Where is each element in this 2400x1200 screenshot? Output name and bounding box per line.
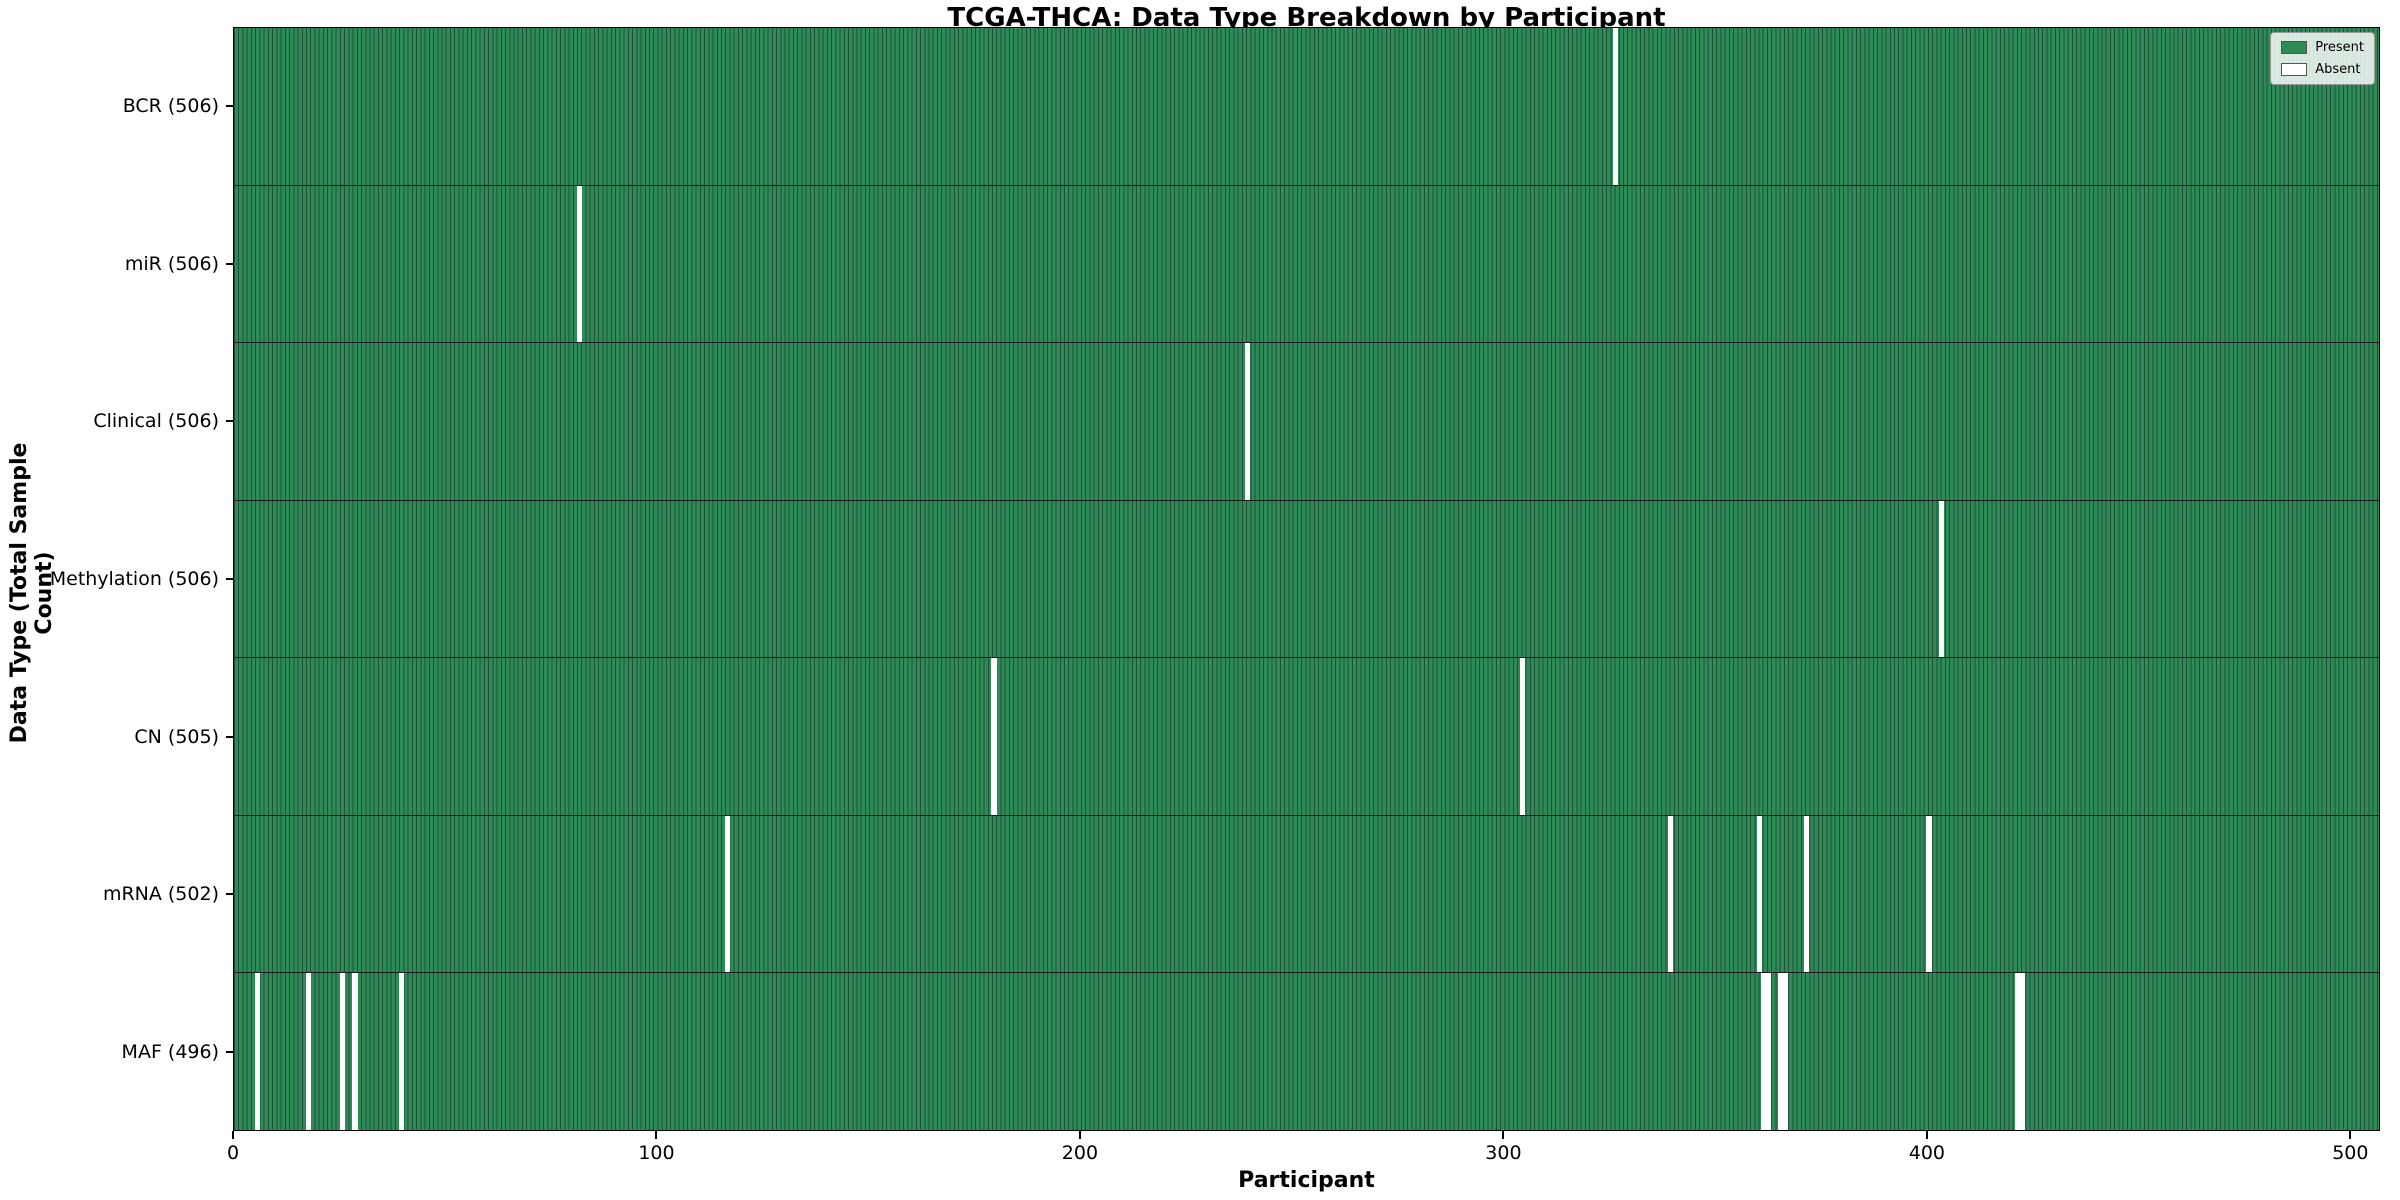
absent-stripe [2015, 973, 2021, 1131]
x-tick-mark [1502, 1131, 1505, 1139]
y-tick-mark [226, 262, 233, 265]
y-tick-label: BCR (506) [122, 94, 219, 117]
x-tick-label: 300 [1485, 1142, 1522, 1164]
absent-stripe [1520, 658, 1526, 815]
absent-stripe [1782, 973, 1788, 1131]
y-tick-mark [226, 735, 233, 738]
absent-stripe [255, 973, 261, 1131]
absent-stripe [1803, 815, 1809, 973]
data-row-mrna [234, 815, 2379, 974]
x-tick-label: 0 [226, 1142, 240, 1164]
absent-stripe [305, 973, 312, 1131]
absent-stripe [352, 973, 358, 1131]
x-tick-mark [1925, 1131, 1928, 1139]
x-tick-mark [655, 1131, 658, 1139]
absent-stripe [339, 973, 345, 1131]
absent-stripe [2019, 973, 2025, 1131]
legend-swatch-present-icon [2281, 41, 2308, 54]
absent-stripe [724, 815, 730, 973]
x-tick-label: 200 [1061, 1142, 1099, 1164]
x-tick-mark [1078, 1131, 1081, 1139]
absent-stripe [1765, 973, 1771, 1131]
x-tick-label: 500 [2332, 1142, 2369, 1164]
absent-stripe [1778, 973, 1784, 1131]
legend-entry-present: Present [2281, 40, 2364, 55]
legend-label-present: Present [2315, 40, 2364, 55]
x-tick-label: 100 [638, 1142, 675, 1164]
legend-label-absent: Absent [2315, 62, 2361, 77]
data-row-clinical [234, 343, 2379, 501]
x-tick-mark [232, 1131, 234, 1139]
data-row-maf [234, 973, 2379, 1131]
absent-stripe [1245, 343, 1251, 500]
y-tick-mark [226, 578, 233, 580]
y-tick-mark [226, 420, 233, 423]
absent-stripe [1668, 815, 1674, 973]
x-tick-mark [2349, 1131, 2352, 1139]
legend: Present Absent [2270, 32, 2375, 85]
absent-stripe [1939, 500, 1945, 658]
legend-swatch-absent-icon [2281, 63, 2308, 76]
y-tick-label: MAF (496) [121, 1041, 219, 1064]
absent-stripe [1613, 28, 1619, 185]
absent-stripe [1761, 973, 1767, 1131]
data-row-cn [234, 658, 2379, 816]
data-row-bcr [234, 28, 2379, 186]
y-tick-label: miR (506) [124, 252, 219, 275]
absent-stripe [991, 658, 997, 815]
data-row-mir [234, 185, 2379, 344]
absent-stripe [399, 973, 405, 1131]
absent-stripe [1757, 815, 1763, 973]
legend-entry-absent: Absent [2281, 62, 2364, 77]
absent-stripe [576, 185, 582, 343]
y-tick-mark [226, 1051, 233, 1054]
x-axis-title: Participant [1238, 1168, 1375, 1193]
y-tick-mark [226, 104, 233, 107]
y-tick-label: mRNA (502) [102, 883, 219, 906]
y-tick-label: Clinical (506) [93, 410, 219, 433]
data-row-methylation [234, 500, 2379, 659]
y-tick-label: CN (505) [134, 725, 219, 748]
x-tick-label: 400 [1908, 1142, 1945, 1164]
absent-stripe [1926, 815, 1932, 973]
plot-area: Present Absent [233, 27, 2380, 1131]
y-tick-label: Methylation (506) [49, 568, 219, 590]
y-tick-mark [226, 893, 233, 896]
